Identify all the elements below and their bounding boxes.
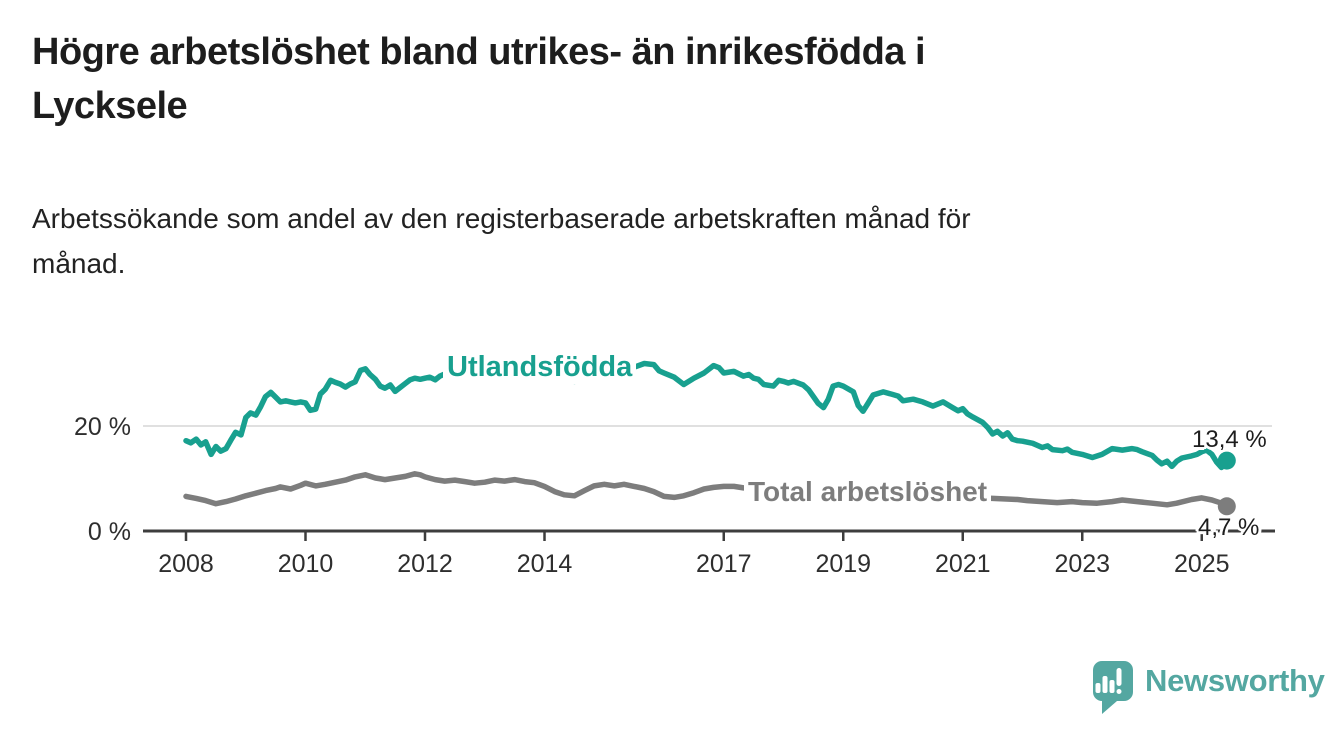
series-line xyxy=(183,360,1230,471)
series-label-total-arbetsloshet: Total arbetslöshet xyxy=(744,476,992,508)
bar-chart-bar-1 xyxy=(1095,683,1101,693)
exclamation-dot xyxy=(1116,689,1122,694)
x-tick-label: 2010 xyxy=(278,550,334,578)
x-tick-label: 2021 xyxy=(935,550,991,578)
y-tick-label: 20 % xyxy=(74,413,131,441)
series-line xyxy=(183,471,1230,510)
bar-chart-bar-3 xyxy=(1109,680,1115,693)
series-label-utlandsfodda: Utlandsfödda xyxy=(443,351,637,384)
y-tick-label: 0 % xyxy=(88,518,131,546)
x-tick-label: 2012 xyxy=(397,550,453,578)
x-tick-label: 2023 xyxy=(1054,550,1110,578)
bar-chart-bar-2 xyxy=(1102,676,1108,693)
x-tick-label: 2008 xyxy=(158,550,214,578)
newsworthy-logo-text: Newsworthy xyxy=(1145,662,1325,698)
newsworthy-logo-icon xyxy=(1093,661,1133,714)
newsworthy-logo: Newsworthy xyxy=(1087,655,1325,717)
x-tick-label: 2017 xyxy=(696,550,752,578)
end-value-label-utlandsfodda: 13,4 % xyxy=(1192,426,1267,453)
series-end-dot xyxy=(1217,497,1236,516)
page-subtitle: Arbetssökande som andel av den registerb… xyxy=(32,203,971,280)
x-tick-label: 2025 xyxy=(1174,550,1230,578)
x-tick-label: 2014 xyxy=(517,550,573,578)
x-tick-label: 2019 xyxy=(815,550,871,578)
page-title: Högre arbetslöshet bland utrikes- än inr… xyxy=(32,31,926,127)
exclamation-bar xyxy=(1116,668,1122,686)
series-end-dot xyxy=(1217,451,1236,470)
end-value-label-total: 4,7 % xyxy=(1198,514,1260,541)
